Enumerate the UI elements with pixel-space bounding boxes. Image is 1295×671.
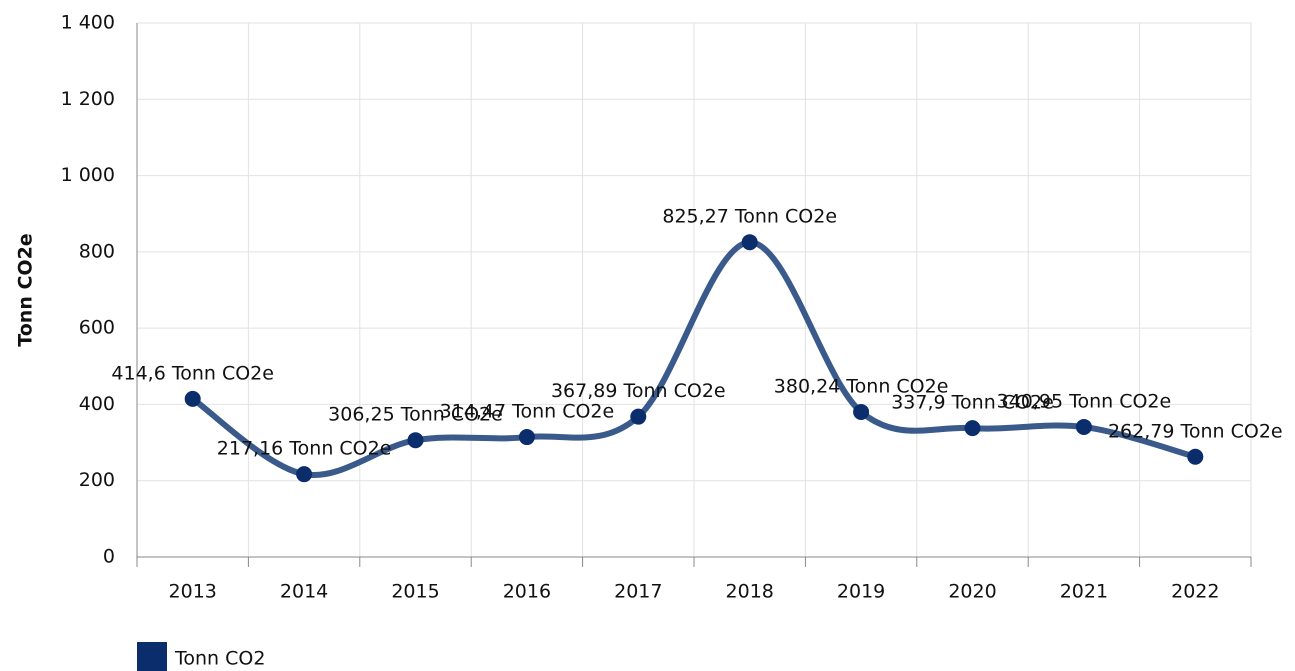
data-label: 340,95 Tonn CO2e — [997, 390, 1172, 412]
marker — [1075, 418, 1092, 435]
y-tick-label: 200 — [79, 469, 115, 491]
data-label: 217,16 Tonn CO2e — [217, 438, 392, 460]
data-label: 367,89 Tonn CO2e — [551, 380, 726, 402]
marker — [407, 432, 424, 449]
y-tick-label: 600 — [79, 317, 115, 339]
x-tick-label: 2017 — [614, 581, 662, 603]
data-label: 825,27 Tonn CO2e — [662, 206, 837, 228]
x-tick-label: 2019 — [837, 581, 885, 603]
x-tick-label: 2013 — [169, 581, 217, 603]
marker — [296, 466, 313, 483]
marker — [184, 390, 201, 407]
y-tick-label: 400 — [79, 393, 115, 415]
legend-swatch — [137, 642, 167, 671]
x-tick-label: 2018 — [726, 581, 774, 603]
marker — [853, 403, 870, 420]
y-tick-label: 1 400 — [61, 12, 115, 34]
y-tick-label: 1 200 — [61, 88, 115, 110]
x-tick-label: 2020 — [948, 581, 996, 603]
data-label: 337,9 Tonn CO2e — [891, 392, 1054, 414]
marker — [741, 234, 758, 251]
line — [189, 239, 1199, 479]
y-axis-label: Tonn CO2e — [15, 233, 37, 346]
x-tick-label: 2015 — [391, 581, 439, 603]
legend-label: Tonn CO2 — [174, 648, 265, 670]
data-label: 314,47 Tonn CO2e — [440, 401, 615, 423]
data-label: 262,79 Tonn CO2e — [1108, 420, 1283, 442]
y-tick-label: 1 000 — [61, 164, 115, 186]
data-label: 380,24 Tonn CO2e — [774, 375, 949, 397]
marker — [1187, 448, 1204, 465]
y-tick-label: 0 — [103, 546, 115, 568]
marker — [518, 429, 535, 446]
marker — [964, 420, 981, 437]
x-tick-label: 2016 — [503, 581, 551, 603]
data-label: 414,6 Tonn CO2e — [111, 362, 274, 384]
x-tick-label: 2021 — [1060, 581, 1108, 603]
x-tick-label: 2022 — [1171, 581, 1219, 603]
marker — [630, 408, 647, 425]
data-label: 306,25 Tonn CO2e — [328, 404, 503, 426]
x-tick-label: 2014 — [280, 581, 328, 603]
y-tick-label: 800 — [79, 240, 115, 262]
